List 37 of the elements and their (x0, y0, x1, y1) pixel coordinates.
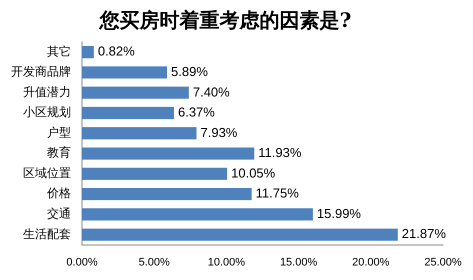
chart-title: 您买房时着重考虑的因素是? (98, 8, 352, 32)
bar (82, 188, 252, 200)
data-label: 7.93% (200, 124, 238, 140)
y-tick-label: 交通 (47, 206, 71, 221)
y-tick-label: 升值潜力 (23, 84, 71, 99)
data-label: 0.82% (98, 44, 136, 59)
bar (82, 147, 254, 160)
data-label: 21.87% (402, 226, 446, 242)
bar (82, 66, 168, 79)
y-tick-label: 生活配套 (23, 226, 71, 241)
bar (82, 106, 174, 120)
x-tick-label: 0.00% (66, 256, 98, 268)
y-tick-label: 价格 (46, 186, 71, 200)
x-tick-label: 15.00% (280, 256, 318, 268)
data-label: 7.40% (192, 84, 230, 100)
y-tick-label: 区域位置 (23, 166, 71, 180)
y-tick-label: 开发商品牌 (11, 64, 71, 79)
bar (82, 127, 197, 140)
y-tick-label: 户型 (47, 125, 71, 140)
y-tick-label: 小区规划 (23, 105, 71, 120)
bar (82, 208, 313, 220)
data-label: 11.75% (256, 186, 300, 201)
x-tick-label: 20.00% (352, 256, 390, 268)
data-label: 5.89% (171, 64, 208, 79)
data-label: 6.37% (178, 104, 216, 120)
data-label: 15.99% (316, 206, 362, 221)
x-tick-label: 5.00% (138, 256, 170, 268)
x-tick-label: 10.00% (208, 256, 246, 268)
y-tick-label: 其它 (47, 44, 71, 58)
bar (82, 86, 189, 99)
data-label: 10.05% (231, 165, 276, 180)
data-label: 11.93% (258, 145, 302, 160)
x-tick-label: 25.00% (424, 256, 462, 268)
bar (82, 228, 398, 241)
bar (82, 46, 94, 58)
bar (82, 168, 228, 180)
y-tick-label: 教育 (47, 146, 71, 160)
